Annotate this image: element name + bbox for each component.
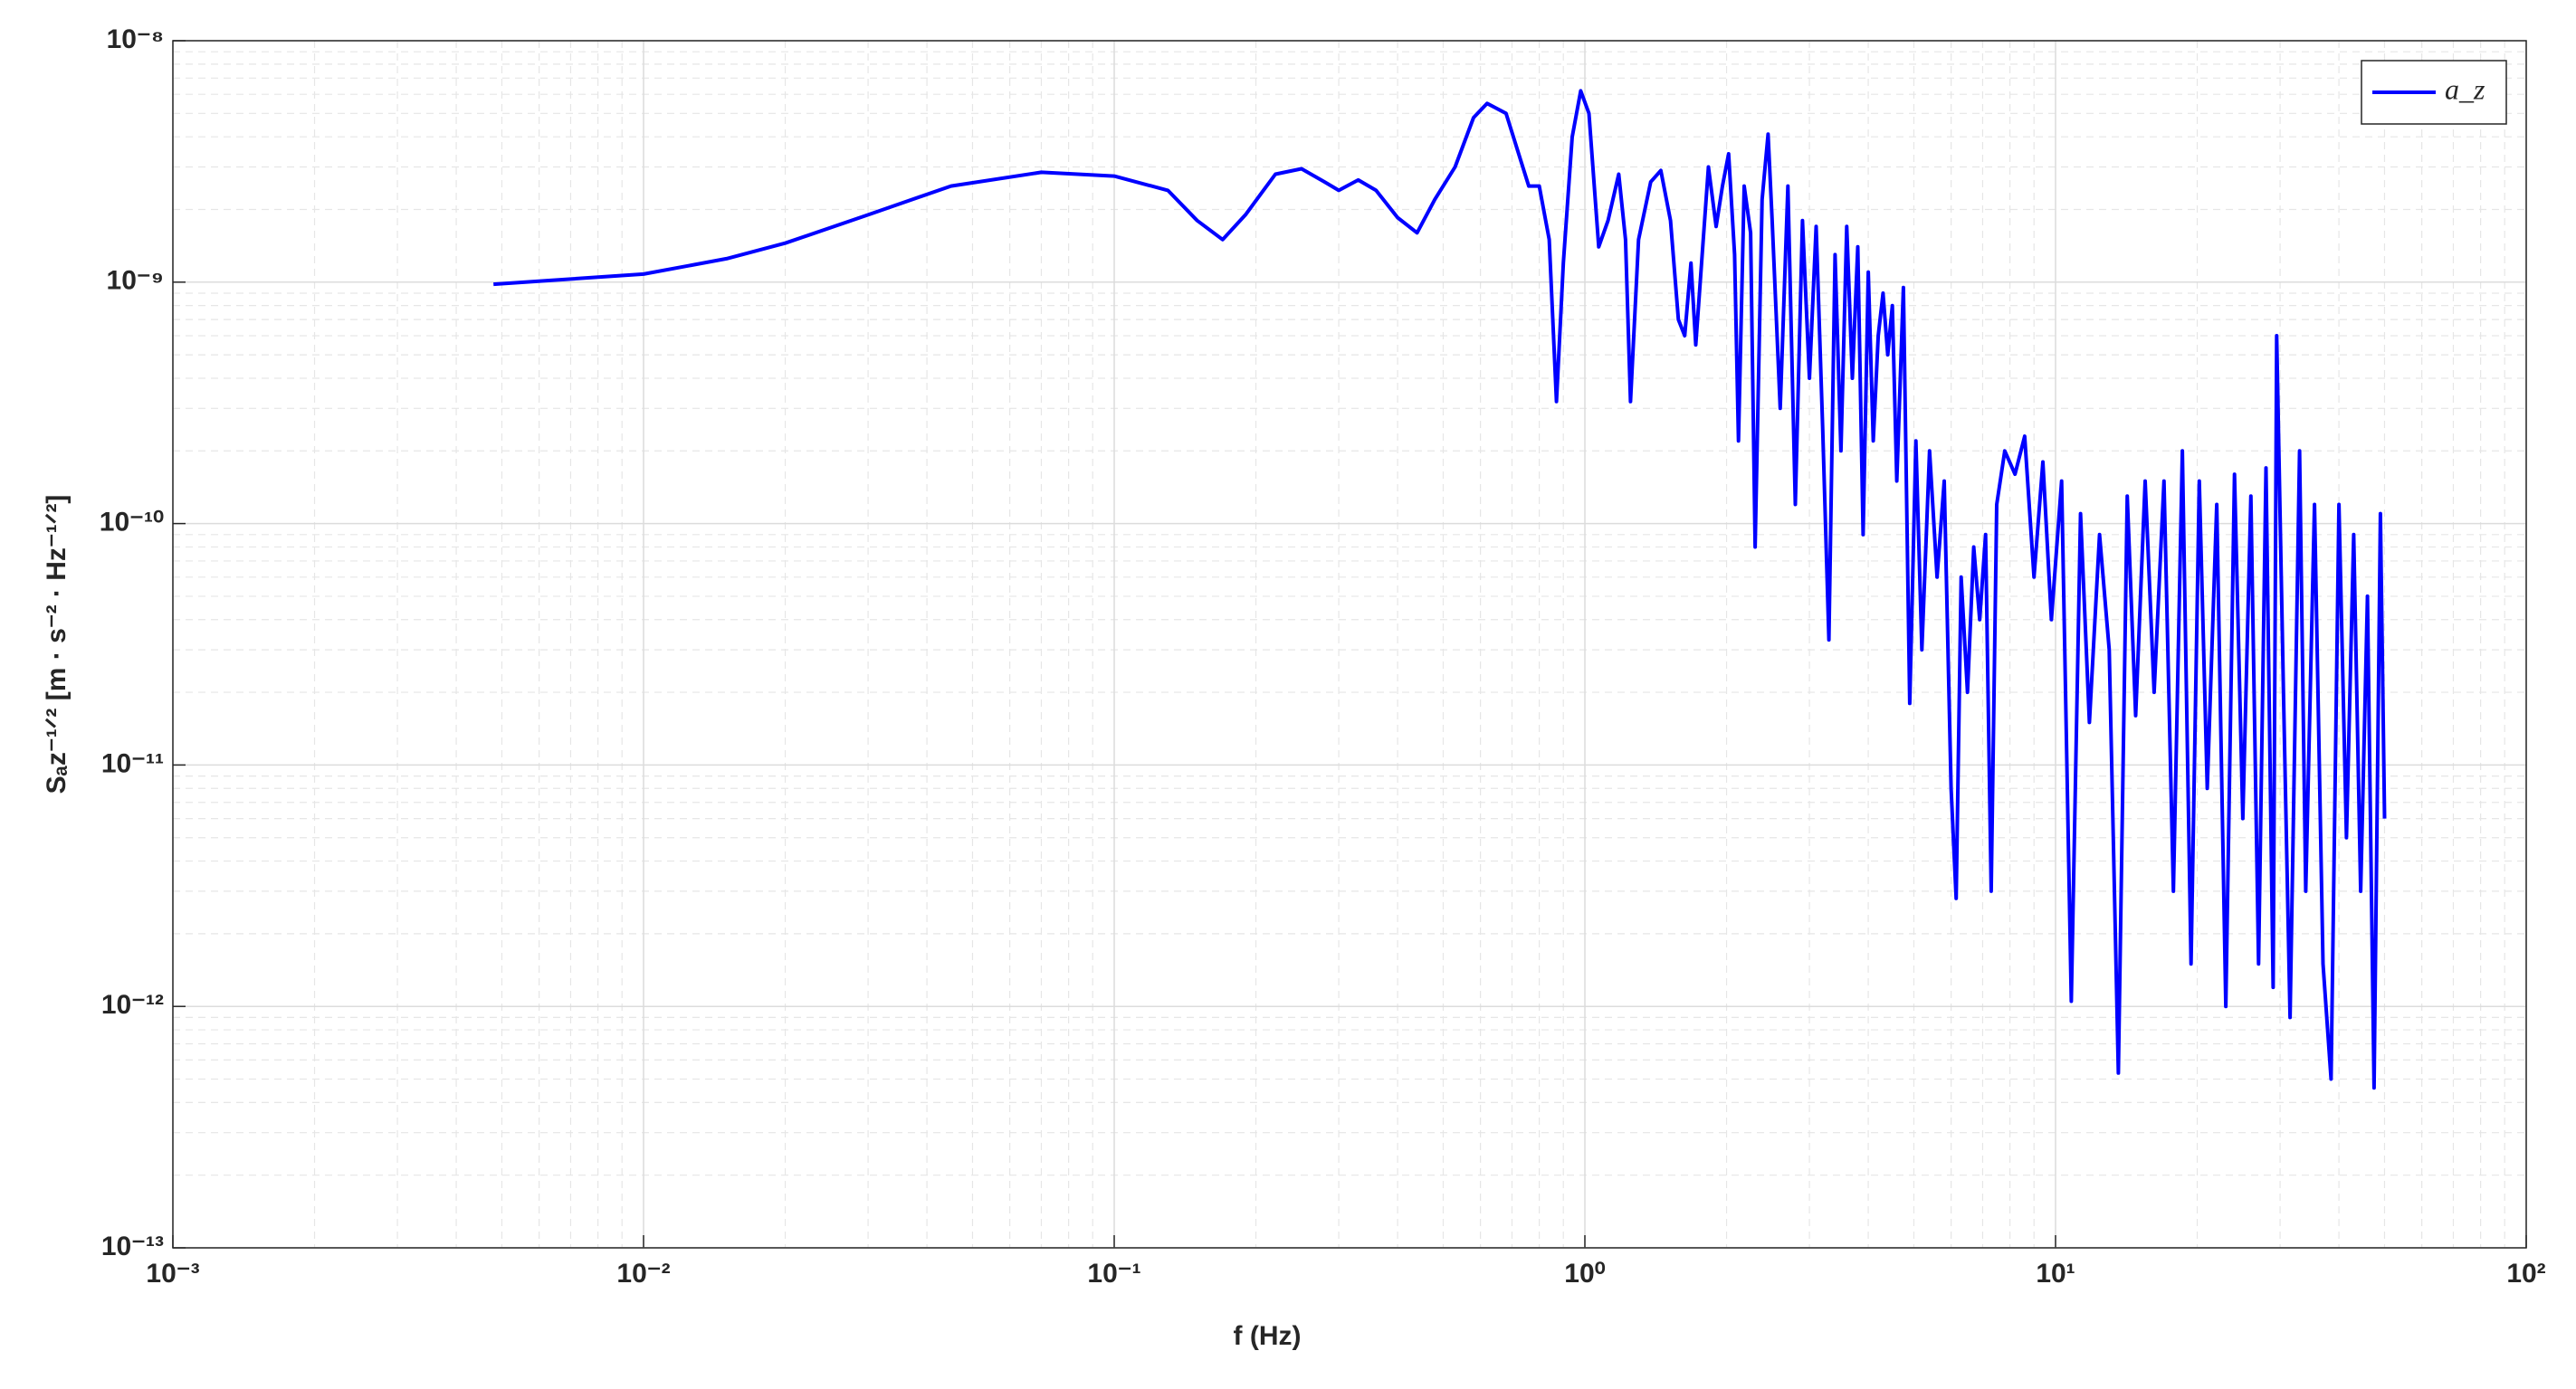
y-tick-label: 10⁻¹² <box>101 990 164 1020</box>
x-axis-label: f (Hz) <box>1234 1321 1302 1351</box>
data-line <box>493 89 2387 1090</box>
x-tick-label: 10⁻² <box>616 1259 670 1289</box>
y-tick-label: 10⁻¹³ <box>101 1232 164 1261</box>
y-tick-label: 10⁻⁹ <box>107 266 164 296</box>
y-tick-label: 10⁻¹⁰ <box>100 508 164 538</box>
legend-label: a_z <box>2445 72 2485 105</box>
y-axis-label: Sₐz⁻¹ᐟ² [m · s⁻² · Hz⁻¹ᐟ²] <box>42 495 72 794</box>
x-tick-label: 10⁻¹ <box>1087 1259 1140 1289</box>
x-tick-label: 10² <box>2506 1259 2545 1289</box>
x-tick-label: 10⁰ <box>1564 1259 1605 1289</box>
y-tick-label: 10⁻⁸ <box>107 24 164 54</box>
plot-frame <box>172 40 2527 1249</box>
x-tick-label: 10⁻³ <box>146 1259 199 1289</box>
y-tick-label: 10⁻¹¹ <box>101 748 164 778</box>
x-tick-label: 10¹ <box>2036 1259 2075 1289</box>
